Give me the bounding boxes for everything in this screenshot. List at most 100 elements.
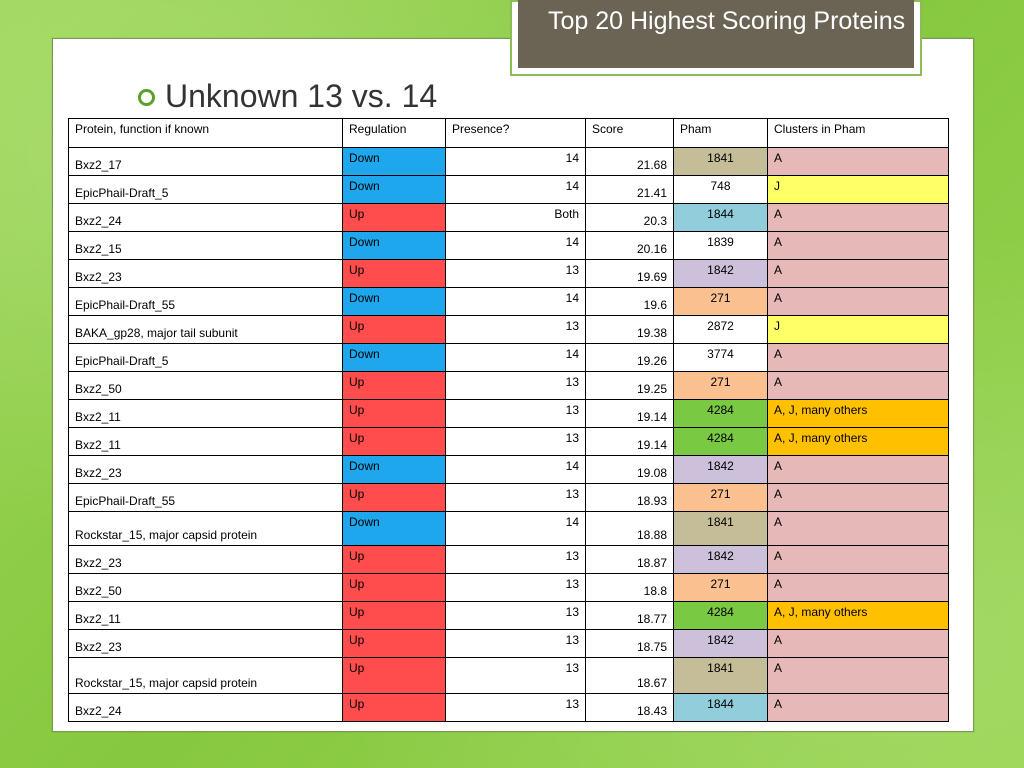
cell-cluster: A, J, many others (767, 601, 949, 630)
cell-presence: 13 (445, 399, 586, 428)
table-row: EpicPhail-Draft_55 Up 13 18.93 271 A (68, 483, 949, 512)
cell-presence: 14 (445, 175, 586, 204)
cell-protein: Bxz2_24 (68, 693, 343, 722)
cell-protein: EpicPhail-Draft_55 (68, 483, 343, 512)
cell-regulation: Up (342, 657, 446, 694)
cell-cluster: A, J, many others (767, 399, 949, 428)
header-score: Score (585, 118, 674, 148)
cell-cluster: J (767, 175, 949, 204)
bullet-ring-icon (138, 88, 155, 106)
cell-cluster: A (767, 231, 949, 260)
table-row: Bxz2_11 Up 13 19.14 4284 A, J, many othe… (68, 427, 949, 456)
cell-score: 18.8 (585, 573, 674, 602)
header-presence: Presence? (445, 118, 586, 148)
cell-presence: 14 (445, 231, 586, 260)
cell-protein: Bxz2_50 (68, 371, 343, 400)
cell-presence: 13 (445, 573, 586, 602)
cell-presence: 13 (445, 601, 586, 630)
bullet-heading-row: Unknown 13 vs. 14 (138, 76, 437, 116)
table-row: Bxz2_24 Up Both 20.3 1844 A (68, 203, 949, 232)
table-row: Rockstar_15, major capsid protein Down 1… (68, 511, 949, 546)
cell-score: 18.87 (585, 545, 674, 574)
cell-presence: 14 (445, 147, 586, 176)
cell-regulation: Up (342, 573, 446, 602)
cell-cluster: A (767, 455, 949, 484)
cell-pham: 271 (673, 287, 768, 316)
cell-presence: Both (445, 203, 586, 232)
table-row: Bxz2_23 Down 14 19.08 1842 A (68, 455, 949, 484)
table-row: Bxz2_23 Up 13 18.75 1842 A (68, 629, 949, 658)
table-row: Bxz2_15 Down 14 20.16 1839 A (68, 231, 949, 260)
cell-protein: Bxz2_17 (68, 147, 343, 176)
cell-pham: 1842 (673, 545, 768, 574)
cell-score: 19.25 (585, 371, 674, 400)
header-pham: Pham (673, 118, 768, 148)
cell-presence: 13 (445, 657, 586, 694)
cell-score: 19.14 (585, 399, 674, 428)
cell-cluster: A (767, 343, 949, 372)
cell-presence: 13 (445, 693, 586, 722)
slide-title: Top 20 Highest Scoring Proteins (518, 0, 914, 68)
cell-cluster: A (767, 545, 949, 574)
cell-score: 19.26 (585, 343, 674, 372)
cell-regulation: Up (342, 427, 446, 456)
table-row: Bxz2_17 Down 14 21.68 1841 A (68, 147, 949, 176)
cell-presence: 13 (445, 427, 586, 456)
cell-protein: Bxz2_23 (68, 629, 343, 658)
cell-cluster: A (767, 147, 949, 176)
cell-regulation: Down (342, 175, 446, 204)
cell-presence: 13 (445, 483, 586, 512)
cell-presence: 13 (445, 315, 586, 344)
cell-regulation: Down (342, 147, 446, 176)
cell-protein: EpicPhail-Draft_5 (68, 175, 343, 204)
cell-presence: 14 (445, 287, 586, 316)
cell-regulation: Down (342, 287, 446, 316)
cell-cluster: A (767, 693, 949, 722)
cell-score: 19.14 (585, 427, 674, 456)
table-row: Bxz2_11 Up 13 18.77 4284 A, J, many othe… (68, 601, 949, 630)
header-protein: Protein, function if known (68, 118, 343, 148)
cell-regulation: Down (342, 511, 446, 546)
cell-score: 18.93 (585, 483, 674, 512)
table-header-row: Protein, function if known Regulation Pr… (68, 118, 949, 148)
cell-pham: 4284 (673, 427, 768, 456)
cell-protein: Bxz2_11 (68, 399, 343, 428)
cell-regulation: Up (342, 483, 446, 512)
cell-pham: 1841 (673, 147, 768, 176)
cell-cluster: A (767, 287, 949, 316)
cell-cluster: A (767, 511, 949, 546)
cell-score: 21.41 (585, 175, 674, 204)
header-clusters: Clusters in Pham (767, 118, 949, 148)
protein-score-table: Protein, function if known Regulation Pr… (68, 118, 949, 722)
cell-regulation: Up (342, 545, 446, 574)
cell-presence: 14 (445, 343, 586, 372)
cell-presence: 13 (445, 259, 586, 288)
cell-regulation: Up (342, 399, 446, 428)
table-row: EpicPhail-Draft_5 Down 14 21.41 748 J (68, 175, 949, 204)
cell-score: 20.16 (585, 231, 674, 260)
cell-regulation: Up (342, 203, 446, 232)
cell-cluster: A (767, 483, 949, 512)
cell-cluster: A (767, 657, 949, 694)
cell-pham: 1842 (673, 455, 768, 484)
table-row: Bxz2_23 Up 13 19.69 1842 A (68, 259, 949, 288)
cell-protein: Bxz2_50 (68, 573, 343, 602)
cell-pham: 1841 (673, 657, 768, 694)
cell-regulation: Up (342, 371, 446, 400)
cell-pham: 271 (673, 573, 768, 602)
cell-pham: 1842 (673, 259, 768, 288)
cell-score: 19.38 (585, 315, 674, 344)
cell-pham: 1844 (673, 693, 768, 722)
cell-protein: Bxz2_11 (68, 427, 343, 456)
cell-score: 20.3 (585, 203, 674, 232)
cell-presence: 14 (445, 511, 586, 546)
cell-pham: 4284 (673, 601, 768, 630)
cell-score: 18.75 (585, 629, 674, 658)
cell-pham: 1839 (673, 231, 768, 260)
cell-presence: 13 (445, 629, 586, 658)
cell-regulation: Up (342, 693, 446, 722)
cell-presence: 14 (445, 455, 586, 484)
cell-score: 19.69 (585, 259, 674, 288)
cell-cluster: A (767, 629, 949, 658)
cell-protein: Bxz2_15 (68, 231, 343, 260)
